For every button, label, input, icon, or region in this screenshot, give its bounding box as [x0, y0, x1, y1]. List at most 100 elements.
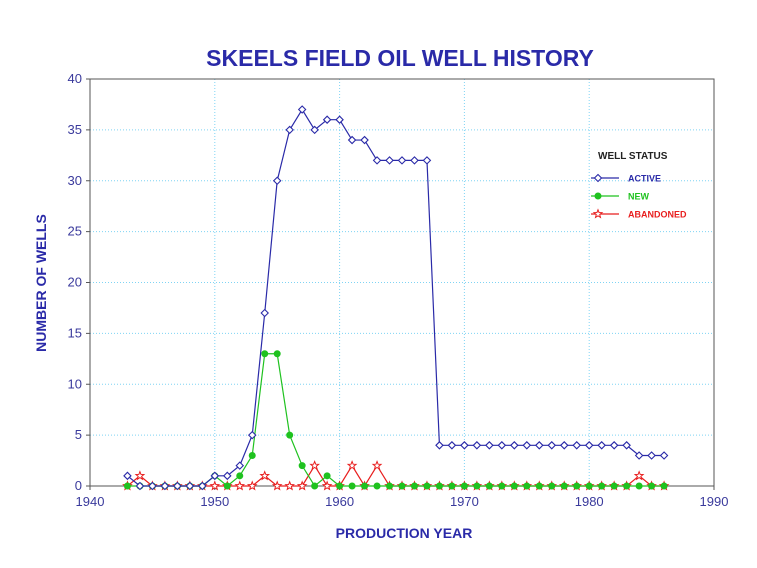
- point-active: [285, 125, 294, 135]
- point-new: [248, 451, 256, 459]
- point-active: [173, 481, 182, 491]
- point-new: [510, 482, 518, 490]
- point-new: [623, 482, 631, 490]
- point-active: [497, 441, 507, 450]
- point-new: [560, 482, 568, 490]
- point-active: [322, 115, 332, 124]
- chart-title: SKEELS FIELD OIL WELL HISTORY: [206, 45, 594, 71]
- point-abandoned: [371, 460, 383, 471]
- point-active: [385, 156, 394, 165]
- x-tick-label: 1940: [76, 494, 105, 509]
- point-active: [447, 441, 457, 450]
- point-active: [510, 441, 519, 450]
- point-abandoned: [259, 470, 271, 481]
- x-tick-label: 1960: [325, 494, 354, 509]
- point-new: [273, 350, 281, 358]
- series-line-abandoned: [127, 464, 665, 488]
- legend-label-active: ACTIVE: [628, 174, 661, 184]
- point-active: [609, 441, 619, 450]
- point-new: [460, 482, 468, 490]
- x-tick-label: 1980: [575, 494, 604, 509]
- point-active: [123, 471, 132, 481]
- y-tick-label: 10: [68, 376, 82, 391]
- point-active: [372, 156, 382, 165]
- point-new: [261, 350, 269, 358]
- point-new: [361, 482, 369, 490]
- legend: WELL STATUS ACTIVE NEW ABANDONED: [591, 151, 687, 220]
- point-active: [647, 451, 656, 460]
- x-axis-label: PRODUCTION YEAR: [336, 525, 473, 541]
- point-new: [660, 482, 668, 490]
- point-active: [435, 441, 444, 450]
- y-tick-label: 15: [68, 325, 82, 340]
- series-new: [123, 350, 668, 490]
- point-abandoned: [284, 480, 295, 491]
- point-new: [386, 482, 394, 490]
- y-axis-label: NUMBER OF WELLS: [33, 214, 49, 352]
- point-abandoned: [234, 480, 246, 491]
- point-active: [422, 156, 432, 165]
- y-tick-label: 0: [75, 478, 82, 493]
- point-new: [598, 482, 606, 490]
- point-abandoned: [134, 470, 146, 481]
- point-abandoned: [271, 480, 283, 491]
- point-active: [547, 441, 557, 450]
- point-abandoned: [209, 480, 221, 491]
- point-new: [548, 482, 556, 490]
- point-active: [272, 176, 282, 186]
- point-new: [423, 482, 431, 490]
- point-new: [635, 482, 643, 490]
- legend-label-abandoned: ABANDONED: [628, 210, 687, 220]
- point-new: [286, 431, 294, 439]
- point-active: [572, 441, 581, 450]
- point-active: [135, 481, 145, 491]
- x-tick-label: 1950: [200, 494, 229, 509]
- point-active: [397, 156, 407, 165]
- point-new: [311, 482, 319, 490]
- point-new: [410, 482, 418, 490]
- legend-marker-active: [593, 173, 603, 183]
- y-tick-label: 35: [68, 122, 82, 137]
- x-tick-label: 1970: [450, 494, 479, 509]
- point-active: [460, 441, 469, 450]
- point-abandoned: [246, 480, 258, 491]
- point-new: [435, 482, 443, 490]
- y-tick-label: 40: [68, 71, 82, 86]
- point-new: [473, 482, 481, 490]
- point-active: [634, 451, 644, 460]
- y-tick-label: 30: [68, 173, 82, 188]
- point-new: [648, 482, 656, 490]
- point-abandoned: [309, 460, 320, 471]
- point-active: [360, 135, 369, 145]
- point-active: [584, 441, 594, 450]
- point-active: [659, 451, 669, 460]
- point-active: [198, 481, 207, 491]
- grid: [90, 78, 714, 486]
- series-line-active: [127, 108, 665, 487]
- point-new: [298, 462, 306, 470]
- point-active: [472, 441, 482, 450]
- point-abandoned: [321, 480, 333, 491]
- point-new: [448, 482, 456, 490]
- point-abandoned: [346, 460, 358, 471]
- point-active: [622, 441, 631, 450]
- point-active: [410, 156, 419, 165]
- point-new: [123, 482, 131, 490]
- point-active: [260, 308, 269, 318]
- point-new: [398, 482, 406, 490]
- point-new: [373, 482, 381, 490]
- point-active: [235, 461, 245, 470]
- legend-marker-new: [594, 192, 602, 200]
- point-active: [160, 481, 170, 491]
- point-new: [223, 482, 231, 490]
- point-active: [297, 105, 307, 114]
- point-new: [236, 472, 244, 480]
- point-new: [585, 482, 593, 490]
- point-active: [347, 135, 357, 145]
- y-axis: 0 5 10 15 20 25 30 35 40: [68, 71, 90, 493]
- point-new: [323, 472, 331, 480]
- point-active: [485, 441, 494, 450]
- y-tick-label: 5: [75, 427, 82, 442]
- legend-label-new: NEW: [628, 192, 650, 202]
